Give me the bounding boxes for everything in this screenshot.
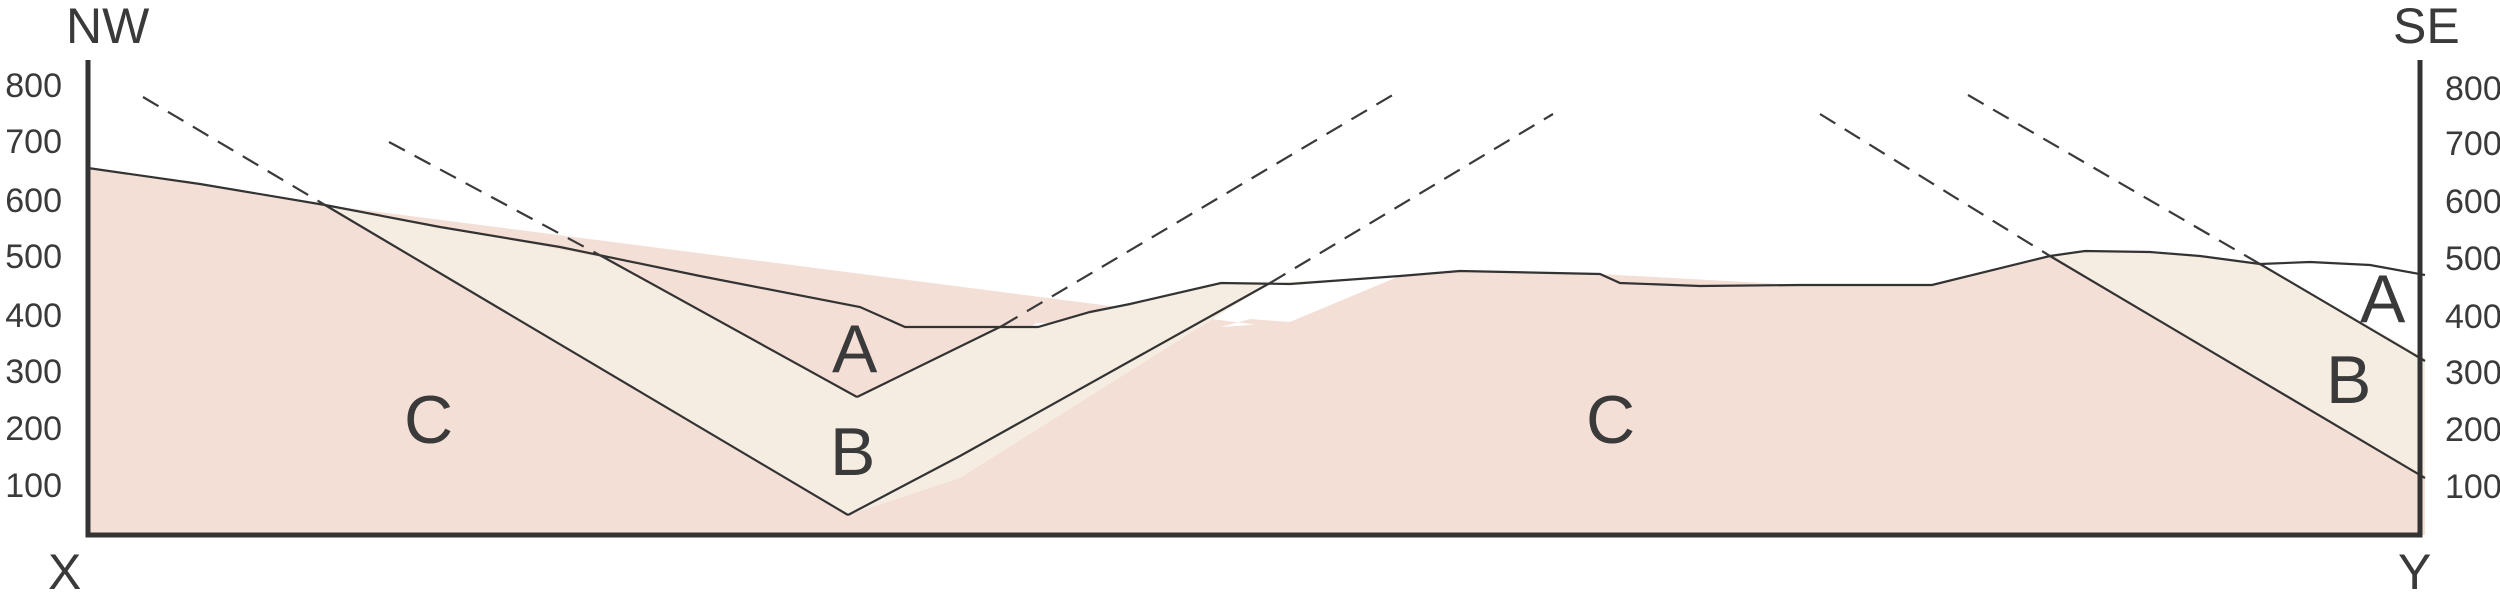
unit-label-a-right: A [2360, 261, 2406, 337]
unit-label-b-valley: B [830, 414, 875, 490]
contact-b-c-valley-right [847, 282, 1271, 516]
tick-800-right: 800 [2445, 70, 2500, 108]
tick-100-left: 100 [5, 467, 62, 505]
contact-a-b-right [2259, 263, 2426, 362]
unit-label-c-left: C [404, 382, 453, 458]
elevation-scale-right: 800 700 600 500 400 300 200 100 [2445, 70, 2500, 506]
tick-300-left: 300 [5, 353, 62, 391]
section-frame [85, 60, 2423, 538]
elevation-scale-left: 800 700 600 500 400 300 200 100 [5, 67, 62, 505]
unit-label-a-valley: A [832, 311, 878, 387]
tick-800-left: 800 [5, 67, 62, 105]
projected-contact-1 [142, 96, 326, 206]
unit-label-c-right: C [1586, 382, 1635, 458]
orientation-se: SE [2393, 0, 2460, 54]
projected-contact-3 [1001, 92, 1397, 327]
projected-contact-4 [1269, 113, 1554, 284]
contact-a-b-valley-left [604, 257, 858, 398]
topographic-profile [87, 166, 2426, 329]
contact-a-b-valley-right [856, 325, 1003, 398]
tick-600-right: 600 [2445, 183, 2500, 221]
tick-400-right: 400 [2445, 298, 2500, 336]
projected-contact-5 [1819, 113, 2051, 257]
unit-b-area [325, 205, 2425, 535]
tick-500-left: 500 [5, 238, 62, 276]
unit-c-area [88, 168, 2425, 535]
tick-300-right: 300 [2445, 354, 2500, 392]
unit-b-valley-area [325, 205, 1400, 515]
endpoint-y: Y [2398, 544, 2431, 597]
tick-700-left: 700 [5, 123, 62, 161]
orientation-nw: NW [66, 0, 150, 54]
tick-100-right: 100 [2445, 468, 2500, 506]
tick-200-right: 200 [2445, 411, 2500, 449]
tick-600-left: 600 [5, 182, 62, 220]
tick-500-right: 500 [2445, 240, 2500, 278]
projected-contact-6 [1967, 94, 2261, 265]
projected-contact-2 [388, 141, 606, 259]
contact-b-c-right [2049, 255, 2426, 479]
tick-200-left: 200 [5, 410, 62, 448]
endpoint-x: X [48, 544, 81, 597]
tick-700-right: 700 [2445, 125, 2500, 163]
tick-400-left: 400 [5, 297, 62, 335]
unit-label-b-right: B [2326, 342, 2371, 418]
contact-b-c-left [324, 204, 849, 516]
